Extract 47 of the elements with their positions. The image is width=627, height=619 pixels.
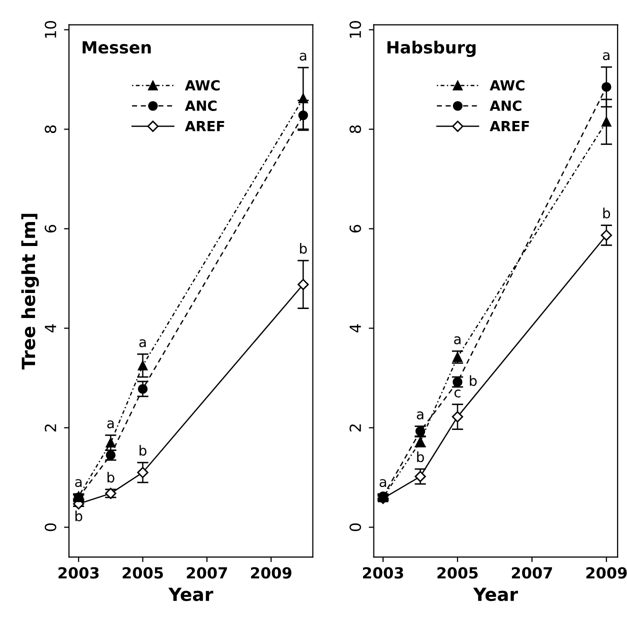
text: Habsburg [387,40,476,57]
annotation: b [417,451,424,462]
x-tick-label: 2005 [122,567,163,579]
x-axis-title: Year [473,588,518,602]
annotation: b [108,472,114,483]
annotation: a [139,339,146,348]
annotation: a [454,336,461,344]
x-tick-label: 2007 [512,567,552,579]
annotation: a [416,411,424,420]
annotation: b [300,242,307,254]
annotation: b [140,444,146,456]
y-tick-label: 6 [350,224,362,233]
y-tick-label: 0 [44,523,56,532]
text: Messen [82,41,151,54]
y-tick-label: 10 [350,21,362,38]
legend-label: AREF [184,121,224,132]
annotation: a [75,479,82,488]
x-tick-label: 2007 [186,567,227,579]
y-tick-label: 2 [350,424,361,432]
x-tick-label: 2005 [437,567,478,579]
y-tick-label: 4 [44,324,56,332]
x-tick-label: 2009 [251,567,292,579]
y-tick-label: 8 [44,125,56,134]
x-axis-title: Year [168,588,214,602]
annotation: b [470,375,477,386]
annotation: b [75,510,82,522]
legend-label: AWC [184,80,220,91]
annotation: a [380,479,386,488]
y-tick-label: 2 [44,424,56,432]
legend-label: ANC [184,100,217,111]
annotation: b [603,208,610,218]
y-tick-label: 4 [350,324,361,332]
annotation: a [107,420,114,428]
y-tick-label: 6 [44,224,56,233]
x-tick-label: 2003 [363,567,404,579]
legend-label: AWC [490,80,524,91]
y-tick-label: 10 [44,21,56,38]
y-tick-label: 8 [350,125,362,134]
annotation: a [603,52,610,60]
x-tick-label: 2009 [586,567,627,579]
legend-label: ANC [490,100,522,111]
legend-label: AREF [490,121,529,132]
annotation: c [454,390,460,398]
y-axis-title: Tree height [m] [21,214,39,370]
annotation: a [300,52,306,61]
x-tick-label: 2003 [58,567,99,579]
y-tick-label: 0 [350,523,362,532]
